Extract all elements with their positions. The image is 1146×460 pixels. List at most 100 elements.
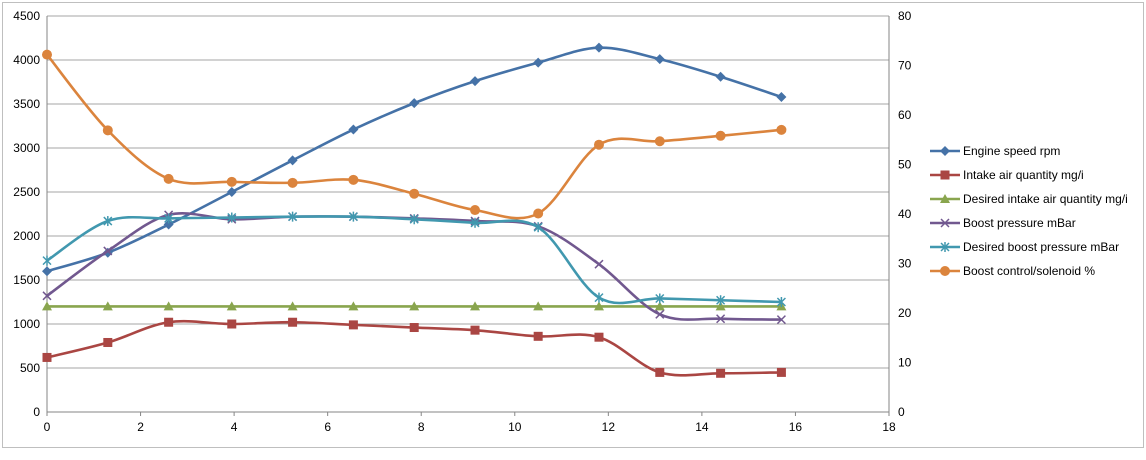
x-tick-label: 10 [508, 420, 522, 434]
legend-entry-intake-air-quantity-mg-i: Intake air quantity mg/i [930, 168, 1084, 182]
data-point-engine-speed-rpm [348, 124, 359, 135]
data-point-intake-air-quantity-mg-i [776, 367, 786, 377]
data-point-engine-speed-rpm [409, 98, 420, 109]
data-point-boost-control-solenoid [348, 174, 359, 185]
x-tick-label: 4 [231, 420, 238, 434]
data-point-boost-control-solenoid [470, 205, 481, 216]
marker-stroke [594, 259, 604, 269]
data-point-desired-intake-air-quantity-mg-i [409, 301, 420, 311]
y-left-tick-label: 1000 [13, 317, 40, 331]
y-right-tick-label: 40 [898, 207, 912, 221]
data-point-boost-control-solenoid [409, 188, 420, 199]
data-point-intake-air-quantity-mg-i [42, 352, 52, 362]
data-point-desired-boost-pressure-mbar [103, 216, 113, 227]
legend-label: Boost control/solenoid % [963, 264, 1095, 278]
data-point-desired-boost-pressure-mbar [533, 222, 543, 233]
data-point-boost-pressure-mbar [716, 314, 726, 324]
y-right-tick-label: 10 [898, 356, 912, 370]
data-point-desired-intake-air-quantity-mg-i [470, 301, 481, 311]
data-point-intake-air-quantity-mg-i [655, 367, 665, 377]
marker-stroke [42, 291, 52, 301]
data-point-intake-air-quantity-mg-i [409, 323, 419, 333]
data-point-engine-speed-rpm [287, 155, 298, 166]
data-point-desired-intake-air-quantity-mg-i [42, 301, 52, 311]
x-tick-label: 0 [44, 420, 51, 434]
legend-marker [940, 146, 950, 156]
data-point-engine-speed-rpm [226, 187, 237, 197]
marker-stroke [776, 315, 786, 325]
data-point-boost-control-solenoid [163, 173, 174, 184]
series-engine-speed-rpm [42, 42, 787, 277]
data-point-boost-pressure-mbar [776, 315, 786, 325]
data-point-boost-control-solenoid [533, 208, 544, 219]
legend-marker [940, 266, 950, 276]
data-point-boost-control-solenoid [42, 49, 52, 60]
data-point-desired-boost-pressure-mbar [288, 211, 298, 222]
marker-stroke [103, 246, 113, 256]
data-point-engine-speed-rpm [715, 71, 726, 82]
data-point-intake-air-quantity-mg-i [348, 320, 358, 330]
data-point-engine-speed-rpm [470, 76, 481, 87]
legend-label: Desired intake air quantity mg/i [963, 192, 1128, 206]
data-point-engine-speed-rpm [776, 91, 787, 102]
data-point-desired-intake-air-quantity-mg-i [654, 301, 665, 311]
data-point-desired-boost-pressure-mbar [348, 211, 358, 222]
data-point-boost-control-solenoid [776, 124, 787, 135]
y-right-tick-label: 0 [898, 405, 905, 419]
y-left-tick-label: 3000 [13, 141, 40, 155]
axes: 0500100015002000250030003500400045000102… [13, 9, 911, 434]
data-point-desired-intake-air-quantity-mg-i [715, 301, 726, 311]
data-point-desired-intake-air-quantity-mg-i [593, 301, 604, 311]
marker-stroke [716, 314, 726, 324]
x-tick-label: 14 [695, 420, 709, 434]
data-point-desired-intake-air-quantity-mg-i [287, 301, 298, 311]
data-point-boost-control-solenoid [593, 139, 604, 150]
legend-entry-desired-boost-pressure-mbar: Desired boost pressure mBar [930, 240, 1119, 254]
chart-area: 0 500 1000 1500 2000 2500 3000 3500 4000 4500 0 10 2… [2, 2, 1144, 448]
series-lines [42, 42, 787, 378]
legend-entry-boost-pressure-mbar: Boost pressure mBar [930, 216, 1076, 230]
data-point-desired-intake-air-quantity-mg-i [163, 301, 174, 311]
legend-marker [940, 170, 950, 180]
legend-label: Desired boost pressure mBar [963, 240, 1119, 254]
marker-stroke [655, 309, 665, 319]
series-boost-control-solenoid [42, 49, 787, 220]
legend-label: Boost pressure mBar [963, 216, 1076, 230]
data-point-engine-speed-rpm [593, 42, 604, 53]
data-point-intake-air-quantity-mg-i [164, 317, 174, 327]
legend-marker [940, 218, 950, 228]
data-point-desired-boost-pressure-mbar [776, 297, 786, 307]
legend-label: Engine speed rpm [963, 144, 1060, 158]
data-point-intake-air-quantity-mg-i [103, 337, 113, 347]
legend-label: Intake air quantity mg/i [963, 168, 1084, 182]
data-point-intake-air-quantity-mg-i [716, 368, 726, 378]
data-point-intake-air-quantity-mg-i [227, 319, 237, 329]
data-point-desired-boost-pressure-mbar [470, 217, 480, 228]
data-point-engine-speed-rpm [163, 219, 174, 230]
data-point-boost-control-solenoid [102, 125, 113, 136]
data-point-desired-intake-air-quantity-mg-i [226, 301, 237, 311]
legend-entry-desired-intake-air-quantity-mg-i: Desired intake air quantity mg/i [930, 192, 1128, 206]
legend-entry-engine-speed-rpm: Engine speed rpm [930, 144, 1060, 158]
data-point-intake-air-quantity-mg-i [533, 331, 543, 341]
data-point-desired-intake-air-quantity-mg-i [533, 301, 544, 311]
legend-marker [940, 194, 950, 203]
series-line-engine-speed-rpm [46, 46, 782, 273]
y-right-tick-label: 70 [898, 59, 912, 73]
data-point-boost-control-solenoid [226, 176, 237, 187]
x-tick-label: 12 [602, 420, 616, 434]
legend-entry-boost-control-solenoid: Boost control/solenoid % [930, 264, 1095, 278]
y-left-tick-label: 1500 [13, 273, 40, 287]
y-right-tick-label: 30 [898, 257, 912, 271]
data-point-intake-air-quantity-mg-i [288, 317, 298, 327]
data-point-boost-control-solenoid [654, 136, 665, 147]
data-point-boost-pressure-mbar [655, 309, 665, 319]
data-point-desired-boost-pressure-mbar [716, 295, 726, 306]
data-point-boost-control-solenoid [715, 130, 726, 141]
y-right-tick-label: 50 [898, 158, 912, 172]
x-tick-label: 6 [324, 420, 331, 434]
data-point-intake-air-quantity-mg-i [470, 325, 480, 335]
x-tick-label: 16 [789, 420, 803, 434]
data-point-desired-intake-air-quantity-mg-i [348, 301, 359, 311]
legend: Engine speed rpm Intake air quantity mg/i… [930, 144, 1128, 278]
